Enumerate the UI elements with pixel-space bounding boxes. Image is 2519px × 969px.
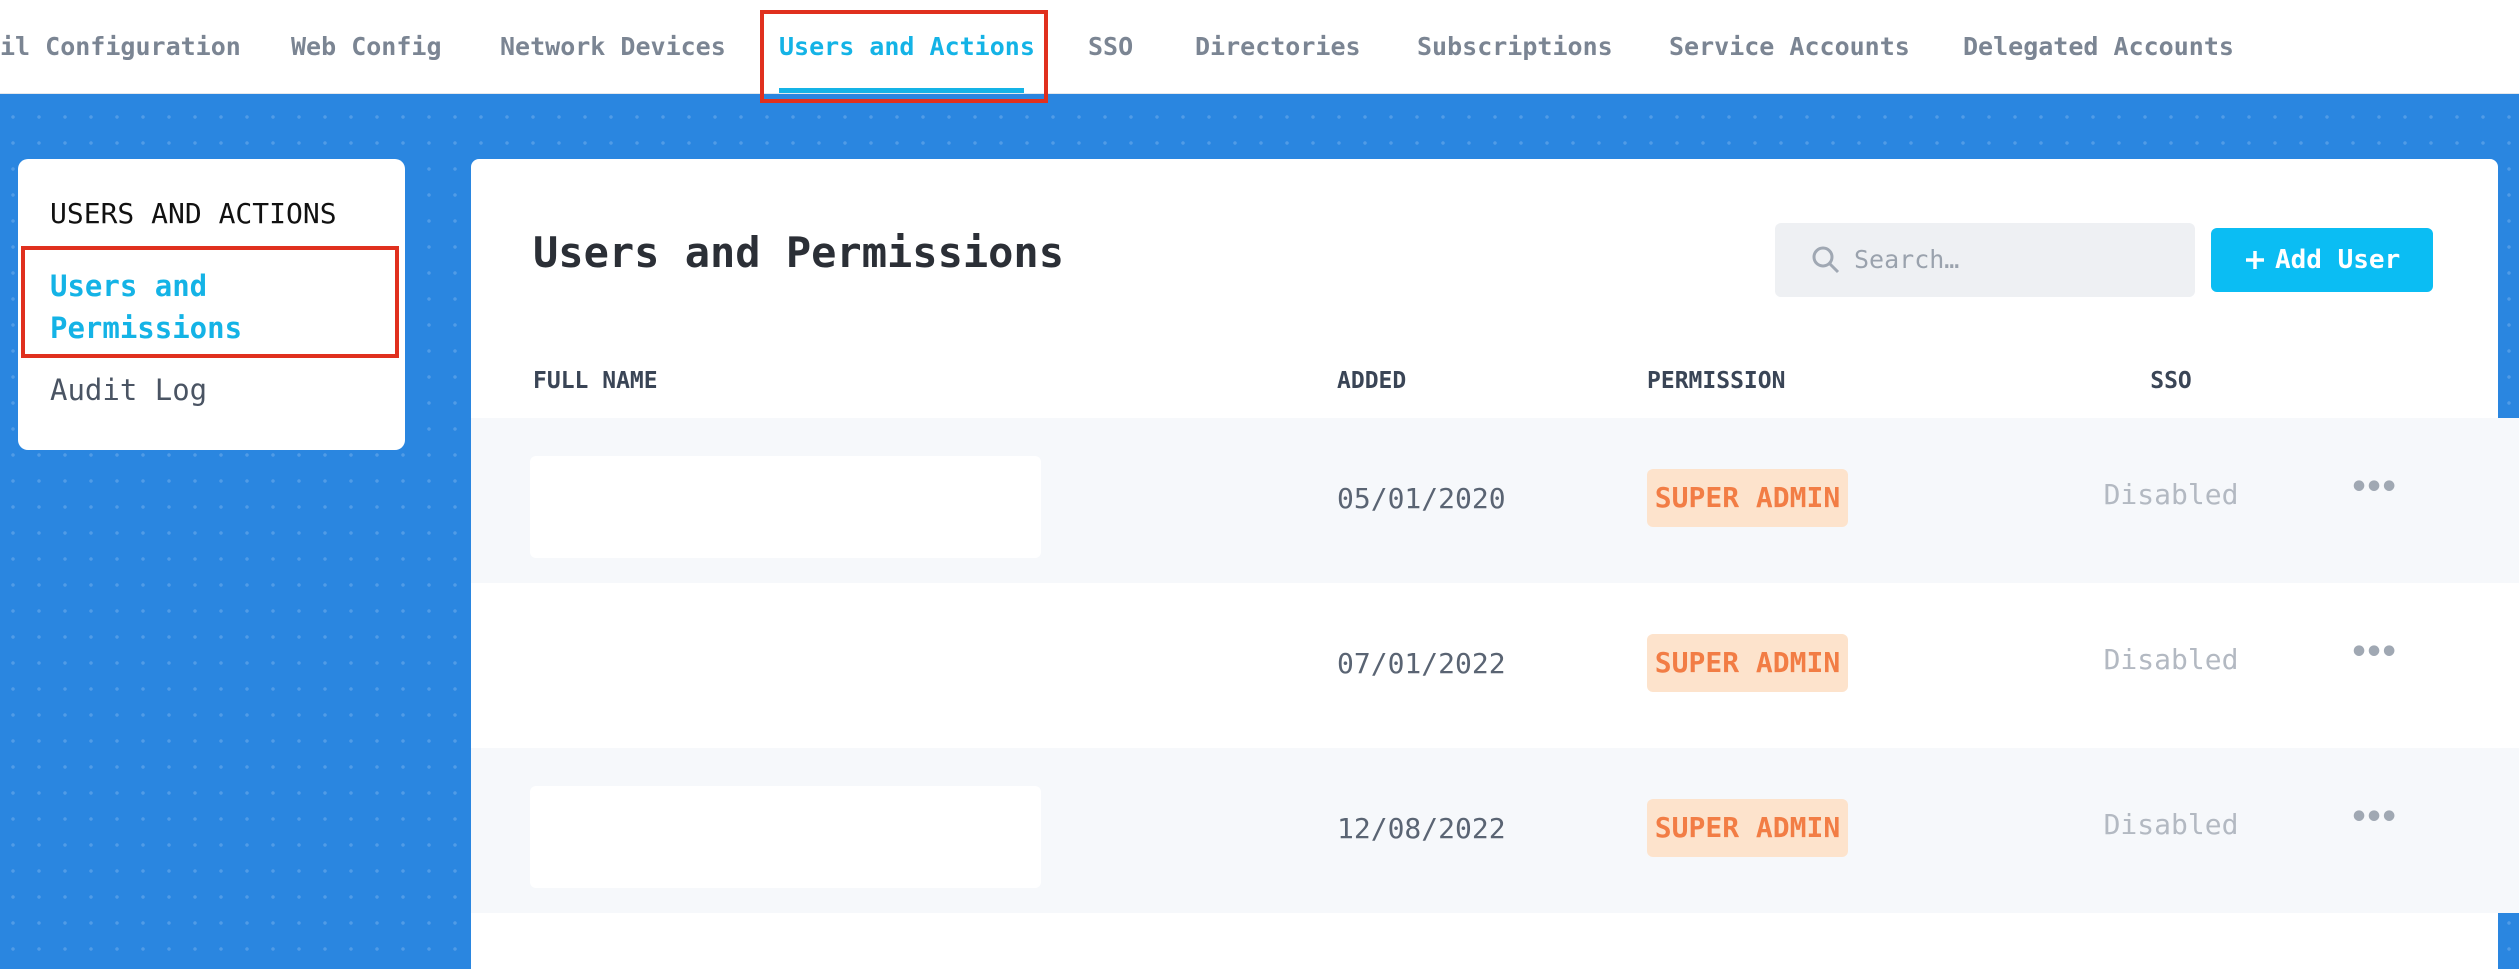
add-user-button[interactable]: Add User xyxy=(2211,228,2433,292)
nav-tab[interactable]: Directories xyxy=(1195,32,1361,61)
sso-status: Disabled xyxy=(2103,643,2239,676)
row-menu[interactable]: ••• xyxy=(2350,635,2398,670)
highlight-box xyxy=(760,10,1048,103)
nav-tab[interactable]: SSO xyxy=(1088,32,1134,61)
row-menu[interactable]: ••• xyxy=(2350,470,2398,505)
nav-tab[interactable]: Service Accounts xyxy=(1669,32,1910,61)
search-placeholder: Search… xyxy=(1854,245,1960,274)
permission-badge: SUPER ADMIN xyxy=(1647,799,1848,857)
top-nav xyxy=(0,0,2519,94)
added-date: 07/01/2022 xyxy=(1337,647,1506,680)
plus-icon xyxy=(2246,251,2264,269)
column-header: SSO xyxy=(2150,368,2192,394)
table-row xyxy=(471,583,2519,748)
added-date: 05/01/2020 xyxy=(1337,482,1506,515)
sidebar: USERS AND ACTIONS Users and Permissions … xyxy=(18,159,405,450)
nav-tab[interactable]: il Configuration xyxy=(0,32,241,61)
name-placeholder xyxy=(530,786,1041,888)
nav-tab[interactable]: Network Devices xyxy=(500,32,726,61)
button-label: Add User xyxy=(2275,245,2401,275)
column-header: ADDED xyxy=(1337,368,1407,394)
name-placeholder xyxy=(530,456,1041,558)
permission-badge: SUPER ADMIN xyxy=(1647,469,1848,527)
highlight-box xyxy=(21,246,399,358)
sidebar-item[interactable]: Audit Log xyxy=(50,373,208,407)
tab-underline xyxy=(779,88,1024,93)
sidebar-item[interactable]: Users and Permissions xyxy=(50,269,243,345)
sso-status: Disabled xyxy=(2103,478,2239,511)
page-title: Users and Permissions xyxy=(533,228,1065,277)
column-header: PERMISSION xyxy=(1647,368,1786,394)
search-icon xyxy=(1812,246,1840,274)
nav-tab[interactable]: Delegated Accounts xyxy=(1963,32,2234,61)
search-box[interactable]: Search… xyxy=(1775,223,2195,297)
nav-tab[interactable]: Subscriptions xyxy=(1417,32,1613,61)
nav-tab[interactable]: Web Config xyxy=(291,32,442,61)
sso-status: Disabled xyxy=(2103,808,2239,841)
row-menu[interactable]: ••• xyxy=(2350,800,2398,835)
column-header: FULL NAME xyxy=(533,368,658,394)
added-date: 12/08/2022 xyxy=(1337,812,1506,845)
permission-badge: SUPER ADMIN xyxy=(1647,634,1848,692)
nav-tab[interactable]: Users and Actions xyxy=(779,32,1035,61)
sidebar-heading: USERS AND ACTIONS xyxy=(50,197,337,230)
